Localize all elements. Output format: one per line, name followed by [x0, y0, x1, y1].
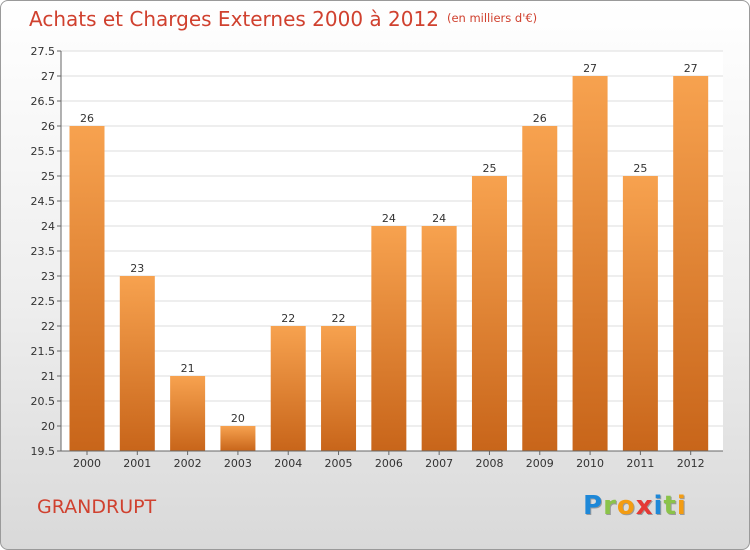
- data-label: 27: [684, 62, 698, 75]
- data-label: 24: [432, 212, 446, 225]
- y-tick-label: 26.5: [31, 95, 56, 108]
- logo-letter: i: [676, 491, 687, 521]
- y-tick-label: 24.5: [31, 195, 56, 208]
- y-tick-label: 22.5: [31, 295, 56, 308]
- y-tick-label: 21: [41, 370, 55, 383]
- y-axis: 19.5 20 20.5 21 21.5 22 22.5 23 23.5 24 24.5 25 25.5…: [31, 45, 62, 458]
- bars: [69, 76, 709, 451]
- x-tick-label: 2008: [475, 457, 503, 470]
- x-axis: 2000 2001 2002 2003 2004 2005 2006 2007 2008 2009…: [61, 450, 723, 470]
- data-label: 27: [583, 62, 597, 75]
- y-tick-label: 25: [41, 170, 55, 183]
- bar: [119, 276, 155, 451]
- bar: [522, 126, 558, 451]
- x-tick-label: 2007: [425, 457, 453, 470]
- bar: [673, 76, 709, 451]
- y-tick-label: 21.5: [31, 345, 56, 358]
- bar: [69, 126, 105, 451]
- bar: [471, 176, 507, 451]
- bar: [572, 76, 608, 451]
- chart-unit: (en milliers d'€): [446, 11, 538, 25]
- logo-letter: P: [583, 491, 604, 521]
- town-name: GRANDRUPT: [37, 496, 157, 518]
- y-tick-label: 19.5: [31, 445, 56, 458]
- logo-letter: t: [663, 491, 677, 521]
- y-tick-label: 25.5: [31, 145, 56, 158]
- data-label: 26: [533, 112, 547, 125]
- y-tick-label: 23: [41, 270, 55, 283]
- data-label: 22: [281, 312, 295, 325]
- data-label: 20: [231, 412, 245, 425]
- bar: [371, 226, 407, 451]
- y-tick-label: 20: [41, 420, 55, 433]
- y-tick-label: 23.5: [31, 245, 56, 258]
- x-tick-label: 2004: [274, 457, 302, 470]
- x-tick-label: 2005: [325, 457, 353, 470]
- data-label: 24: [382, 212, 396, 225]
- y-tick-label: 24: [41, 220, 55, 233]
- x-tick-label: 2003: [224, 457, 252, 470]
- y-tick-label: 26: [41, 120, 55, 133]
- x-tick-label: 2010: [576, 457, 604, 470]
- logo-letter: x: [635, 491, 654, 521]
- chart-title: Achats et Charges Externes 2000 à 2012 (e…: [29, 7, 538, 31]
- proxiti-logo: Proxiti: [583, 491, 687, 521]
- data-label: 26: [80, 112, 94, 125]
- bar: [321, 326, 357, 451]
- logo-letter: r: [603, 491, 617, 521]
- logo-letter: i: [653, 491, 664, 521]
- bar: [622, 176, 658, 451]
- data-label: 25: [482, 162, 496, 175]
- bar: [270, 326, 306, 451]
- data-label: 25: [633, 162, 647, 175]
- logo-letter: o: [616, 491, 636, 521]
- x-tick-label: 2012: [677, 457, 705, 470]
- bar: [170, 376, 206, 451]
- y-tick-label: 27.5: [31, 45, 56, 58]
- x-tick-label: 2006: [375, 457, 403, 470]
- y-tick-label: 27: [41, 70, 55, 83]
- x-tick-label: 2009: [526, 457, 554, 470]
- x-tick-label: 2011: [626, 457, 654, 470]
- y-tick-label: 20.5: [31, 395, 56, 408]
- data-labels: 26 23 21 20 22 22 24 24 25 26 27 25 27: [80, 62, 698, 425]
- data-label: 21: [181, 362, 195, 375]
- x-tick-label: 2002: [174, 457, 202, 470]
- bar: [421, 226, 457, 451]
- data-label: 23: [130, 262, 144, 275]
- x-tick-label: 2000: [73, 457, 101, 470]
- x-tick-label: 2001: [123, 457, 151, 470]
- bar: [220, 426, 256, 451]
- data-label: 22: [332, 312, 346, 325]
- y-tick-label: 22: [41, 320, 55, 333]
